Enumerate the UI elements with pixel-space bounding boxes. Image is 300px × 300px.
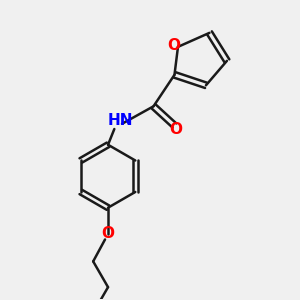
Text: HN: HN [107, 113, 133, 128]
Text: O: O [167, 38, 180, 52]
Text: O: O [101, 226, 115, 242]
Text: O: O [170, 122, 183, 136]
